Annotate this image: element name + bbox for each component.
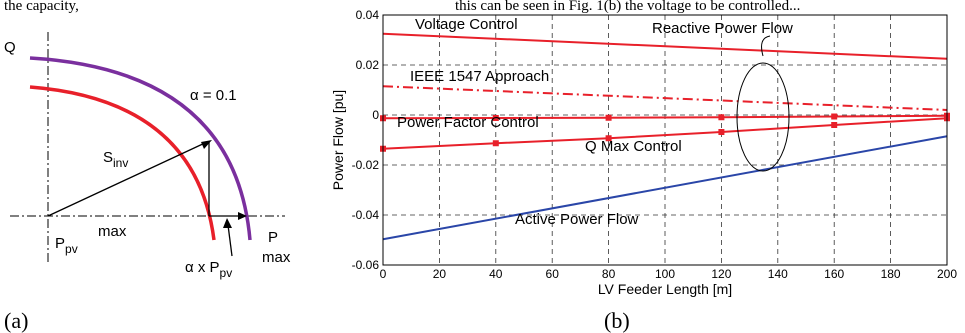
- x-tick-label-4: 80: [602, 267, 616, 281]
- y-tick-label-0: -0.06: [352, 258, 380, 272]
- series-3-marker-4: [831, 122, 838, 128]
- x-tick-label-9: 180: [881, 267, 901, 281]
- series-3-marker-3: [718, 129, 725, 135]
- panel-a: Q P α = 0.1 Sinv Ppv max α x Ppv max (a): [4, 32, 291, 333]
- x-axis-label: LV Feeder Length [m]: [598, 281, 732, 297]
- series-label-0: Voltage Control: [415, 16, 518, 33]
- x-tick-label-2: 40: [489, 267, 503, 281]
- series-labels: Voltage Control IEEE 1547 Approach Power F…: [397, 16, 793, 228]
- panel-a-p-label: P: [268, 229, 278, 246]
- panel-a-purple-arc: [29, 56, 252, 241]
- y-tick-label-3: 0: [372, 108, 379, 122]
- series-line-4: [382, 135, 948, 241]
- panel-a-caption: (a): [4, 308, 28, 333]
- series-line-1: [382, 85, 948, 111]
- panel-b-caption: (b): [604, 308, 630, 333]
- panel-a-alpha-ppv-sub: pv: [220, 266, 233, 280]
- panel-a-alpha-ppv-main: α x P: [185, 259, 220, 276]
- series-3-marker-2: [605, 135, 612, 142]
- x-tick-label-10: 200: [937, 267, 957, 281]
- reactive-power-pointer: [761, 35, 771, 57]
- x-tick-label-7: 140: [768, 267, 788, 281]
- y-tick-label-1: -0.04: [352, 208, 380, 222]
- series-label-1: IEEE 1547 Approach: [410, 68, 549, 85]
- panel-a-q-label: Q: [4, 39, 16, 56]
- x-tick-label-1: 20: [433, 267, 447, 281]
- y-axis-label: Power Flow [pu]: [330, 90, 346, 190]
- y-tick-label-4: 0.02: [356, 58, 380, 72]
- annotation-0: Reactive Power Flow: [652, 20, 793, 37]
- top-text-right: this can be seen in Fig. 1(b) the voltag…: [455, 0, 800, 14]
- x-tick-label-8: 160: [824, 267, 844, 281]
- series-label-2: Power Factor Control: [397, 114, 539, 131]
- series-2-marker-3: [718, 114, 725, 121]
- panel-b-chart: 0 20 40 60 80 100 120 140 160 180 200 -0.06 -0.04 -0.…: [330, 8, 957, 333]
- x-tick-label-0: 0: [380, 267, 387, 281]
- panel-a-pointer-arrow: [227, 224, 233, 257]
- plot-frame: [382, 14, 948, 266]
- panel-a-alpha-ppv-label: α x Ppv: [185, 259, 232, 280]
- grid: [383, 15, 947, 265]
- series-label-3: Q Max Control: [585, 138, 682, 155]
- series-line-2: [382, 114, 948, 120]
- panel-a-ppv-sub: pv: [65, 242, 78, 256]
- panel-a-pointer-arrowhead: [223, 218, 232, 228]
- series-label-4: Active Power Flow: [515, 211, 639, 228]
- panel-a-alpha-label: α = 0.1: [190, 87, 237, 104]
- panel-a-sinv-vector: [47, 141, 208, 217]
- panel-a-ppv-main: P: [55, 235, 65, 252]
- panel-a-ppv-label: Ppv: [55, 235, 78, 256]
- top-text-left: the capacity,: [4, 0, 79, 14]
- panel-a-red-arc: [29, 85, 216, 241]
- panel-a-ppv-sup: max: [98, 223, 127, 240]
- x-tick-label-6: 120: [711, 267, 731, 281]
- x-tick-label-5: 100: [655, 267, 675, 281]
- panel-a-s-sub: inv: [113, 156, 128, 170]
- y-tick-label-2: -0.02: [352, 158, 380, 172]
- series-group: [380, 32, 950, 241]
- series-3-marker-1: [492, 140, 499, 147]
- series-2-marker-1: [492, 115, 499, 121]
- y-tick-label-5: 0.04: [356, 8, 380, 22]
- panel-a-alpha-arrowhead: [238, 212, 247, 220]
- series-2-marker-4: [831, 113, 838, 120]
- tick-labels: 0 20 40 60 80 100 120 140 160 180 200 -0.06 -0.04 -0.…: [352, 8, 958, 281]
- panel-a-alpha-ppv-sup: max: [262, 249, 291, 266]
- panel-a-sinv-arrowhead: [201, 140, 212, 149]
- panel-a-s-main: S: [103, 149, 113, 166]
- series-2-marker-2: [605, 114, 612, 121]
- series-line-0: [382, 32, 948, 60]
- series-line-3: [382, 117, 948, 150]
- x-tick-label-3: 60: [546, 267, 560, 281]
- reactive-power-ellipse: [736, 62, 790, 172]
- panel-a-sinv-label: Sinv: [103, 149, 128, 170]
